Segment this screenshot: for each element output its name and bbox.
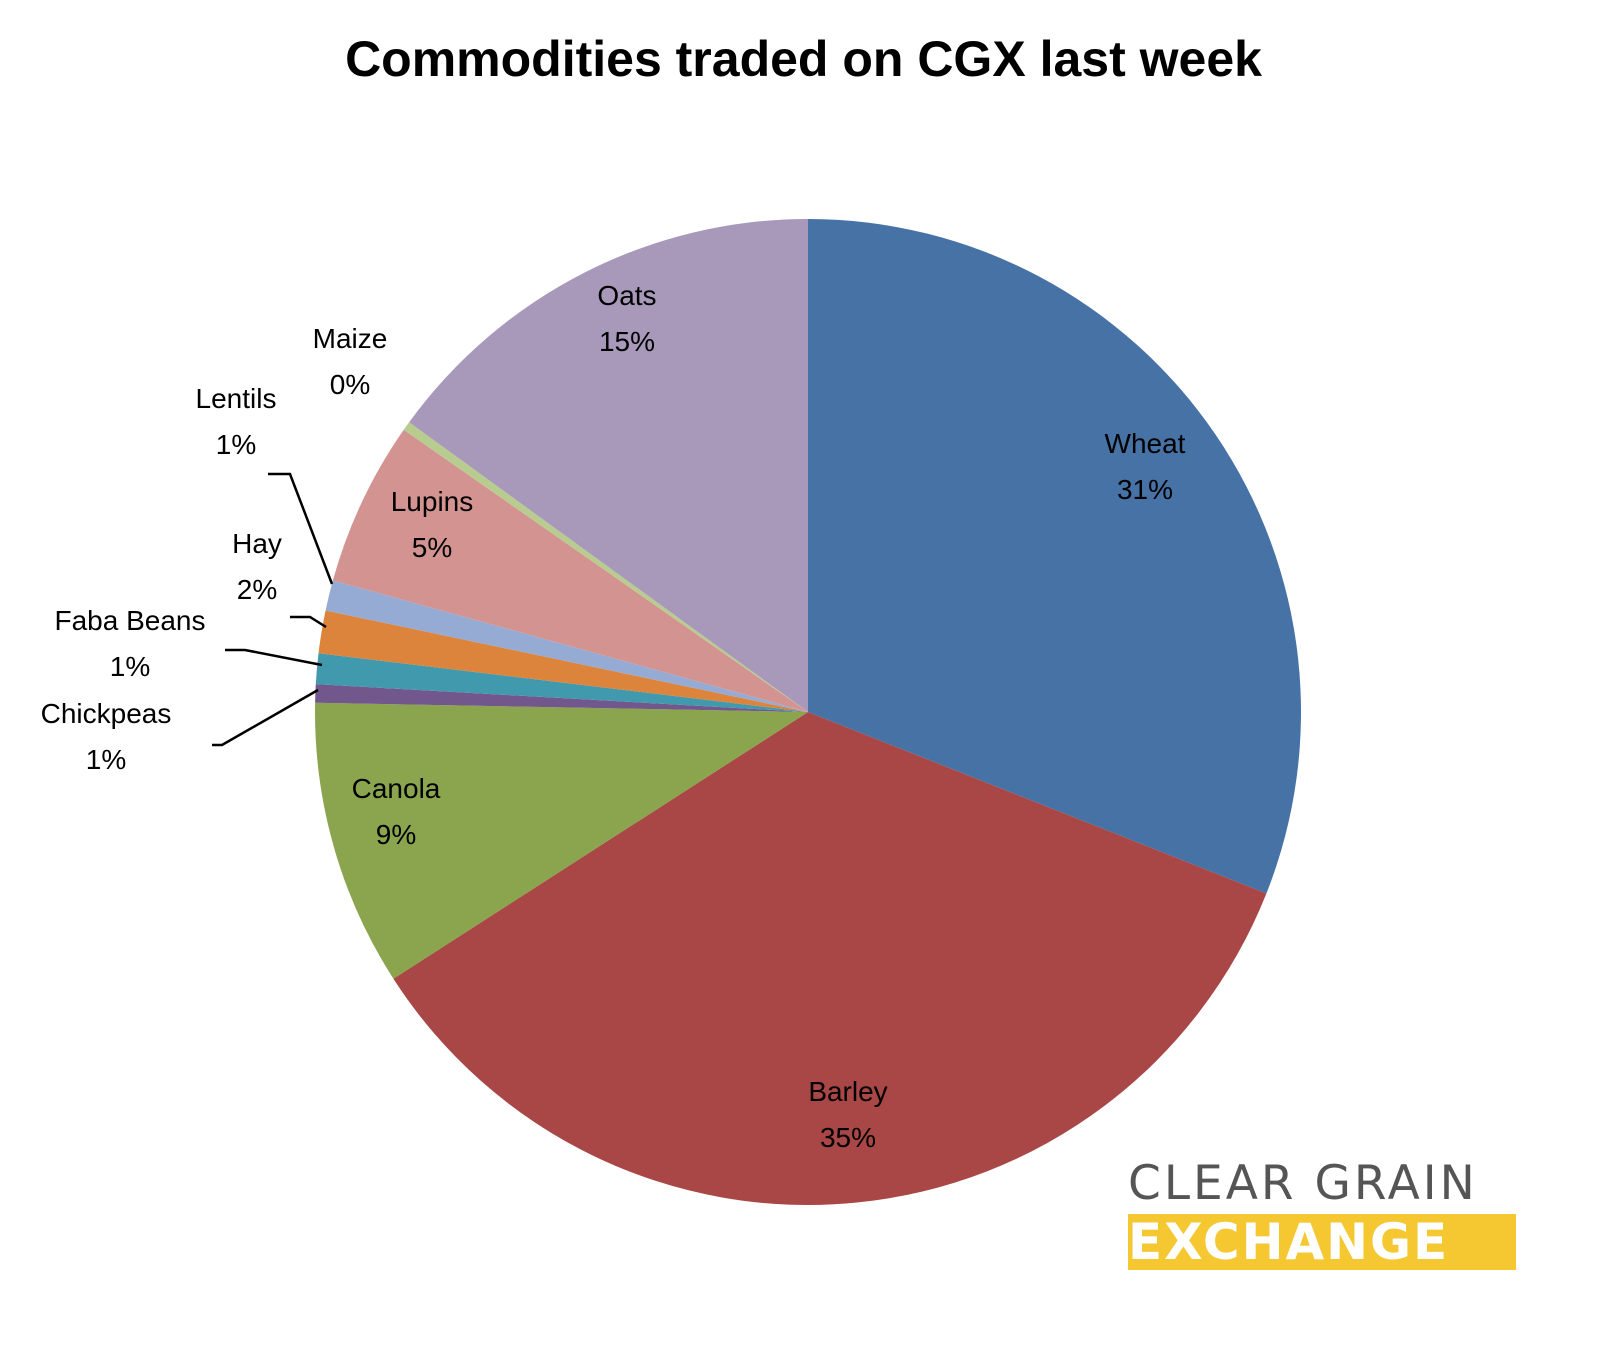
label-pct-canola: 9% [376,819,416,850]
slice-lupins [332,429,808,712]
label-name-lupins: Lupins [391,486,474,517]
leader-line-hay [290,615,327,629]
label-name-canola: Canola [352,773,441,804]
leader-lines [212,472,334,747]
slice-canola [315,702,808,979]
chart-title: Commodities traded on CGX last week [345,31,1262,87]
label-pct-hay: 2% [237,574,277,605]
label-name-oats: Oats [597,280,656,311]
slice-wheat [808,219,1302,894]
slice-faba-beans [315,653,808,712]
label-name-faba-beans: Faba Beans [55,605,206,636]
pie-slices [315,219,1302,1206]
label-pct-lupins: 5% [412,532,452,563]
logo-line-1: CLEAR GRAIN [1128,1156,1478,1211]
label-pct-barley: 35% [820,1122,876,1153]
label-pct-chickpeas: 1% [86,744,126,775]
label-name-maize: Maize [313,323,388,354]
label-name-hay: Hay [232,528,282,559]
label-pct-maize: 0% [330,369,370,400]
label-name-chickpeas: Chickpeas [41,698,172,729]
logo-line-2: EXCHANGE [1128,1214,1516,1270]
label-pct-wheat: 31% [1117,474,1173,505]
slice-lentils [325,580,808,712]
label-pct-lentils: 1% [216,429,256,460]
label-name-barley: Barley [808,1076,887,1107]
slice-maize [403,422,808,712]
slice-oats [409,219,808,712]
label-pct-oats: 15% [599,326,655,357]
slice-chickpeas [315,684,808,712]
leader-line-faba-beans [225,648,323,667]
label-name-wheat: Wheat [1105,428,1186,459]
slice-labels: Wheat 31% Barley 35% Canola 9% Chickpeas 1% Faba… [41,280,1186,1153]
slice-barley [393,712,1267,1206]
label-pct-faba-beans: 1% [110,651,150,682]
slice-hay [318,610,808,712]
leader-line-lentils [268,472,334,585]
leader-line-chickpeas [212,688,319,747]
clear-grain-exchange-logo: CLEAR GRAIN EXCHANGE [1128,1158,1528,1270]
label-name-lentils: Lentils [196,383,277,414]
